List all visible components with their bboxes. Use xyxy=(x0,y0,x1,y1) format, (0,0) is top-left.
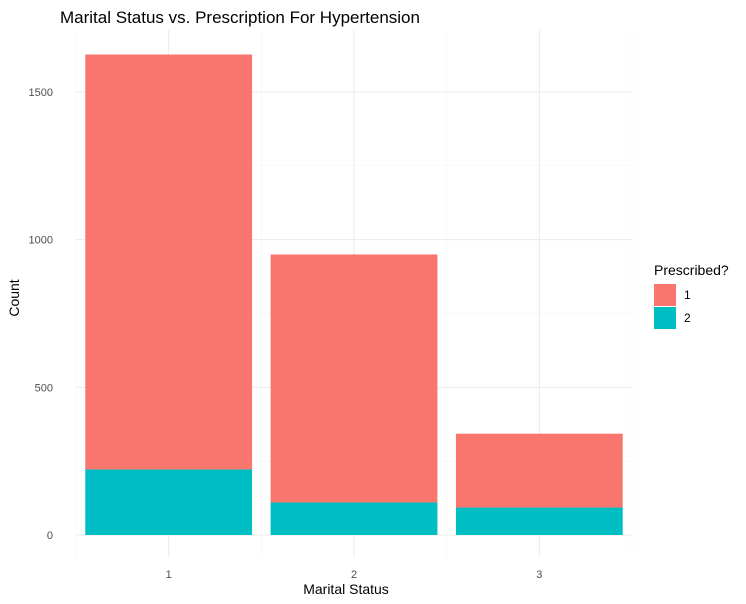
x-tick-label: 3 xyxy=(536,569,542,581)
legend-label-2: 2 xyxy=(684,311,691,325)
bar-1-series-2 xyxy=(85,469,253,535)
legend-title: Prescribed? xyxy=(654,262,729,278)
legend-label-1: 1 xyxy=(684,288,691,302)
legend-swatch-2 xyxy=(654,307,676,329)
bar-1-series-1 xyxy=(85,54,253,470)
legend: Prescribed? 1 2 xyxy=(654,262,729,329)
bar-2-series-1 xyxy=(270,254,438,503)
y-tick-label: 1000 xyxy=(29,235,53,247)
bar-2-series-2 xyxy=(270,502,438,535)
x-axis-title: Marital Status xyxy=(303,581,389,597)
legend-swatch-1 xyxy=(654,284,676,306)
x-tick-label: 2 xyxy=(351,569,357,581)
bars xyxy=(85,54,623,535)
y-tick-label: 1500 xyxy=(29,87,53,99)
x-axis-ticks: 1 2 3 xyxy=(166,569,543,581)
chart-title: Marital Status vs. Prescription For Hype… xyxy=(60,8,420,27)
y-tick-label: 0 xyxy=(47,530,53,542)
y-tick-label: 500 xyxy=(35,382,53,394)
bar-3-series-1 xyxy=(455,433,623,508)
y-axis-title: Count xyxy=(6,279,22,316)
y-axis-ticks: 0 500 1000 1500 xyxy=(29,87,53,542)
x-tick-label: 1 xyxy=(166,569,172,581)
bar-3-series-2 xyxy=(455,507,623,535)
